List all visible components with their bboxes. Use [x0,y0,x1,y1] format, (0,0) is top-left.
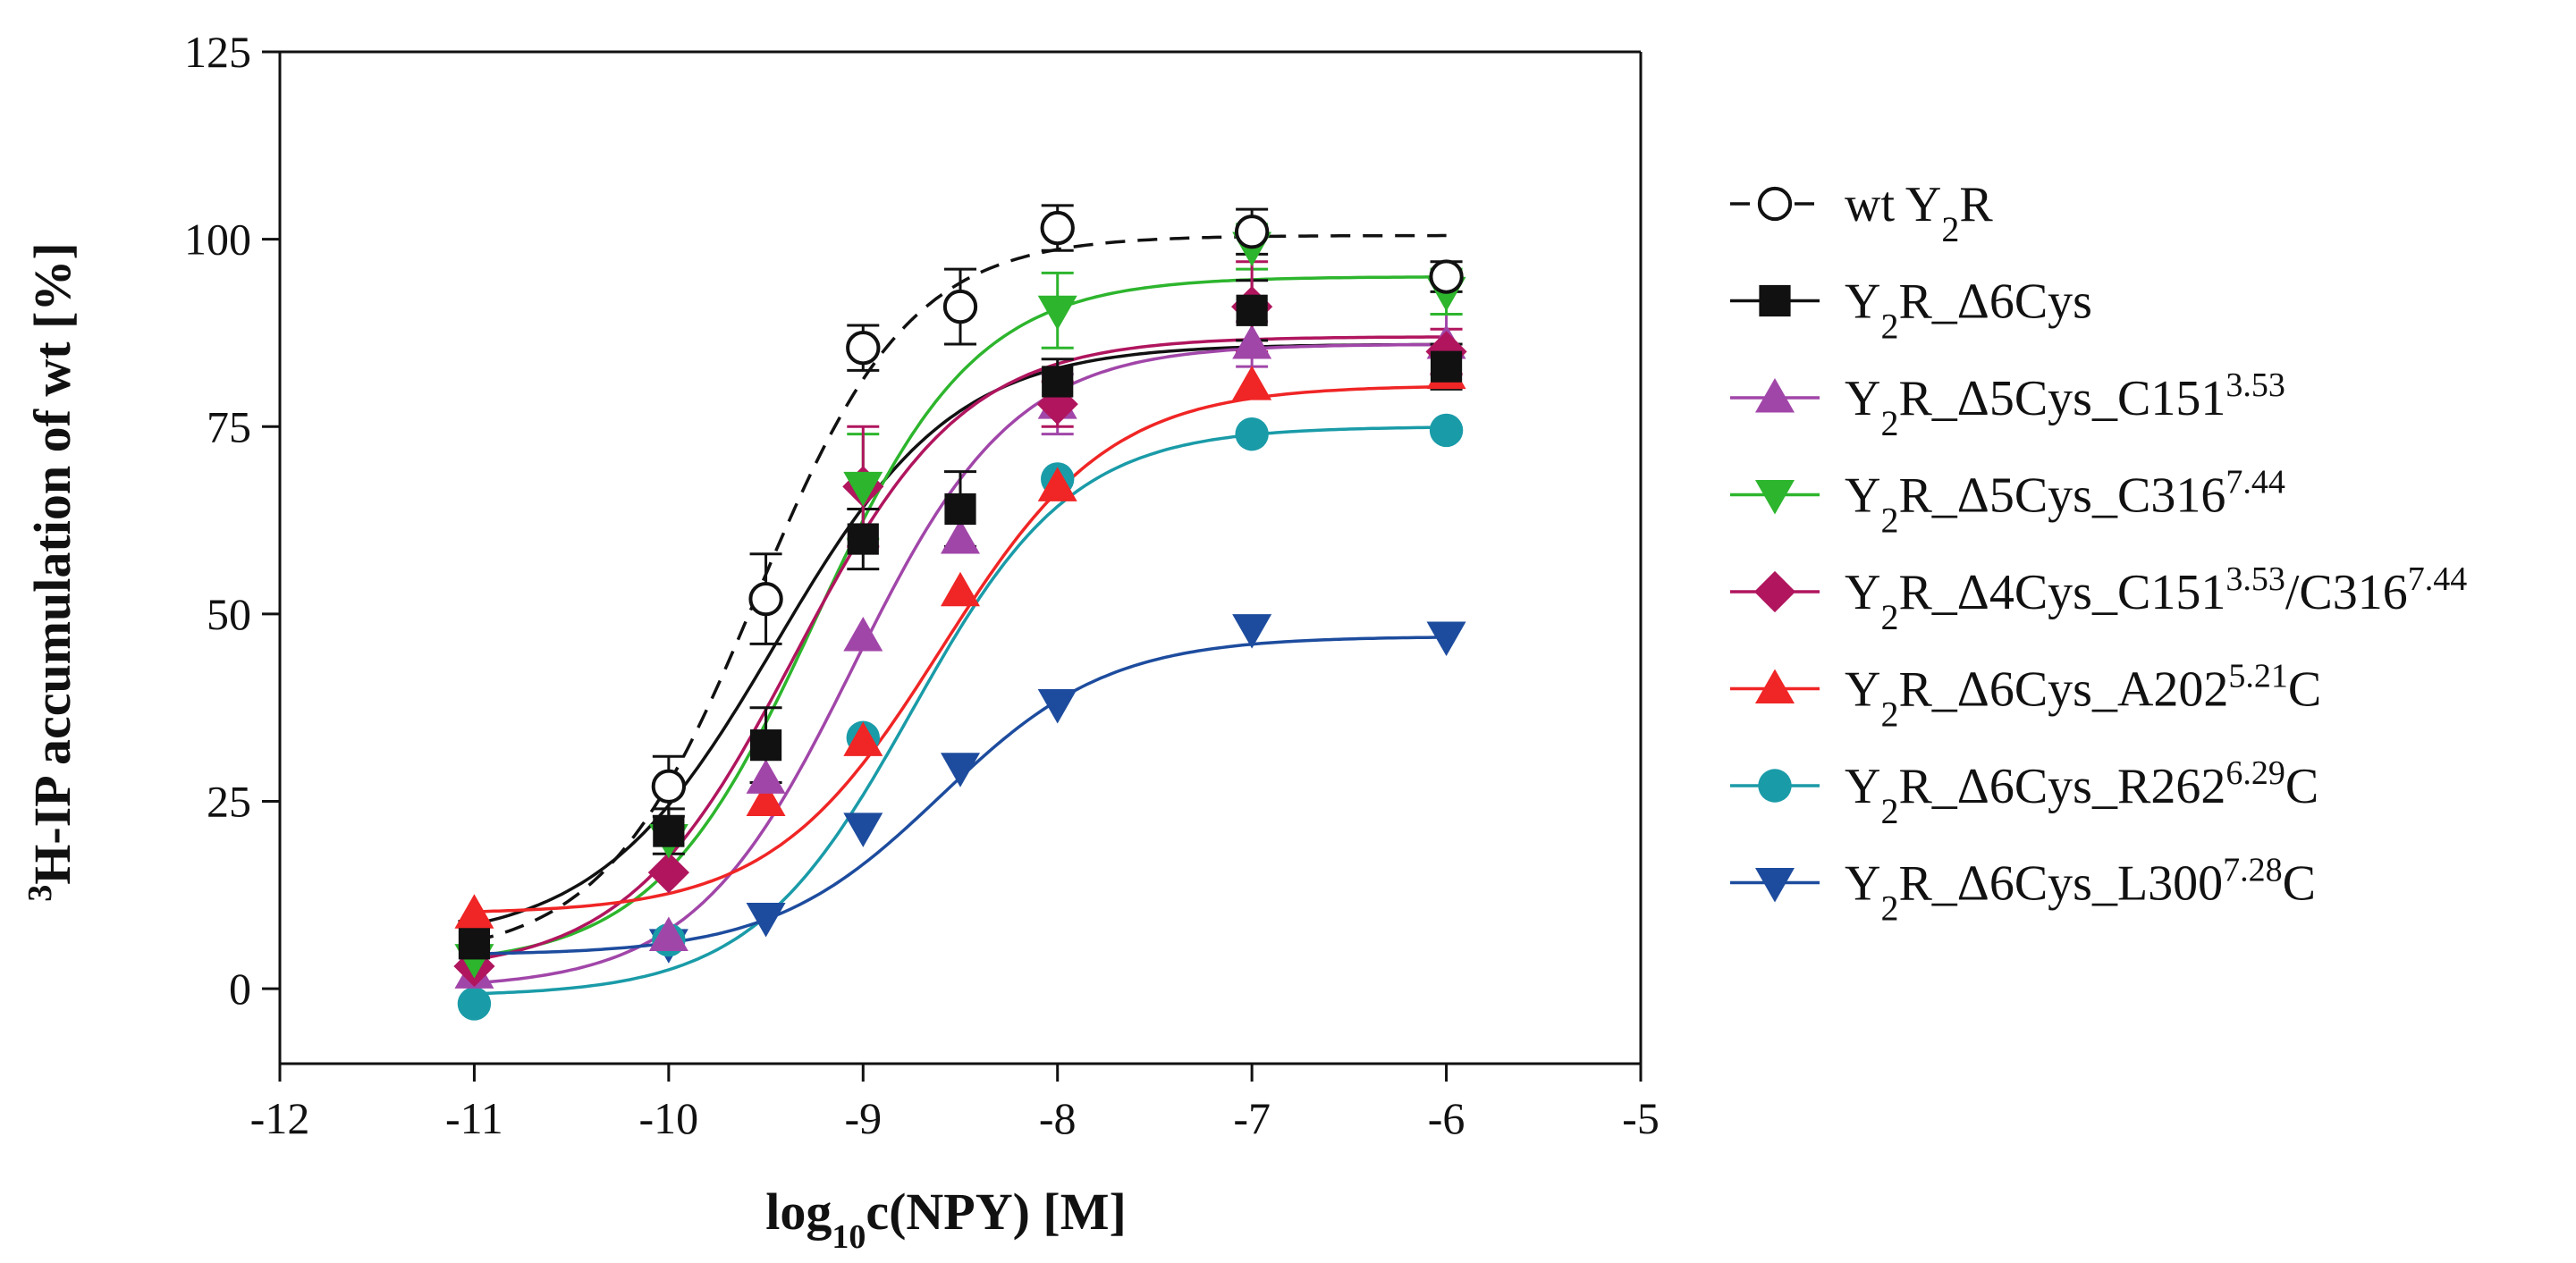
legend-marker [1755,868,1795,903]
data-point [1037,689,1077,724]
legend-label: Y2R_Δ6Cys_L3007.28C [1845,852,2316,929]
data-point [1232,324,1272,359]
legend-marker [1757,186,1793,222]
data-point [1235,417,1269,451]
data-point [1429,259,1464,294]
legend-label: Y2R_Δ6Cys_R2626.29C [1845,754,2318,831]
data-point [1037,467,1077,501]
data-point [941,519,980,554]
x-tick-label: -9 [844,1093,882,1143]
fit-curve [474,636,1447,956]
x-axis-title: log10c(NPY) [M] [765,1183,1127,1256]
legend-marker [1753,570,1796,613]
y-tick-label: 100 [184,215,251,265]
data-point [942,289,978,324]
svg-text:3H-IP accumulation of wt [%]: 3H-IP accumulation of wt [%] [21,242,81,902]
x-tick-label: -12 [250,1093,310,1143]
data-point [1042,366,1074,398]
data-point [457,987,492,1021]
data-point [843,617,883,652]
data-point [1430,350,1463,383]
legend-item: wt Y2R [1730,177,1993,249]
x-tick-label: -11 [445,1093,503,1143]
data-markers [453,210,1467,1021]
data-point [454,894,494,929]
data-point [843,813,883,847]
data-point [944,493,976,526]
data-point [1429,413,1464,448]
legend-item: Y2R_Δ6Cys_R2626.29C [1730,754,2318,831]
data-point [651,769,687,804]
legend-item: Y2R_Δ5Cys_C3167.44 [1730,464,2285,541]
data-point [941,753,980,787]
data-point [653,815,685,847]
data-point [1236,294,1268,326]
x-tick-label: -7 [1233,1093,1271,1143]
data-point [746,902,786,938]
y-tick-label: 75 [207,401,251,451]
x-tick-label: -5 [1622,1093,1660,1143]
data-point [1232,366,1272,400]
data-point [648,916,688,951]
data-point [1037,295,1077,331]
x-tick-label: -8 [1039,1093,1077,1143]
data-point [746,781,786,817]
data-point [749,729,782,762]
legend: wt Y2R Y2R_Δ6Cys Y2R_Δ5Cys_C1513.53 Y2R_Δ5C… [1730,177,2467,928]
legend-label: Y2R_Δ5Cys_C1513.53 [1845,366,2285,443]
legend-marker [1755,378,1795,413]
legend-marker [1759,284,1791,317]
data-point [1232,614,1272,649]
legend-item: Y2R_Δ5Cys_C1513.53 [1730,366,2285,443]
legend-item: Y2R_Δ6Cys [1730,274,2092,347]
plot-axes: 0 25 50 75 100 125 -12 -11 -10 -9 -8 -7 -6 -5 [184,27,1660,1143]
y-axis-title: 3H-IP accumulation of wt [%] [21,242,81,902]
legend-item: Y2R_Δ6Cys_L3007.28C [1730,852,2316,929]
data-point [843,721,883,756]
y-tick-label: 125 [184,27,251,77]
svg-text:log10c(NPY) [M]: log10c(NPY) [M] [765,1183,1127,1256]
fit-curve [474,342,1447,985]
y-tick-label: 25 [207,777,251,827]
data-point [846,331,881,366]
legend-label: Y2R_Δ6Cys [1845,274,2092,347]
x-tick-label: -6 [1428,1093,1465,1143]
data-point [746,759,786,794]
y-tick-label: 0 [229,964,251,1014]
legend-label: Y2R_Δ5Cys_C3167.44 [1845,464,2285,541]
data-point [847,523,879,555]
data-point [1040,210,1075,246]
fit-curve [474,425,1447,996]
fit-curve [474,335,1447,962]
legend-marker [1755,669,1795,703]
data-point [941,571,980,607]
legend-label: wt Y2R [1845,177,1993,249]
data-point [458,928,491,960]
legend-marker [1758,769,1792,803]
legend-label: Y2R_Δ4Cys_C1513.53/C3167.44 [1845,560,2467,637]
fit-curves [473,233,1447,996]
data-point [647,852,689,894]
data-point [1426,621,1466,657]
data-point [843,471,883,507]
y-tick-label: 50 [207,589,251,639]
legend-marker [1755,480,1795,515]
legend-item: Y2R_Δ6Cys_A2025.21C [1730,658,2321,735]
fit-curve [474,384,1447,914]
x-tick-label: -10 [639,1093,699,1143]
legend-label: Y2R_Δ6Cys_A2025.21C [1845,658,2321,735]
data-point [1234,215,1270,249]
legend-item: Y2R_Δ4Cys_C1513.53/C3167.44 [1730,560,2467,637]
data-point [748,581,783,617]
